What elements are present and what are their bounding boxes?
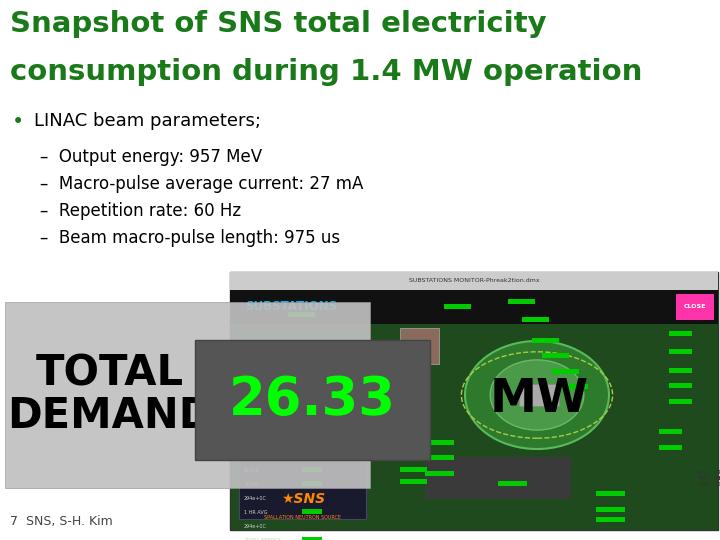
Text: SUBSTATIONS: SUBSTATIONS <box>245 300 337 314</box>
Text: consumption during 1.4 MW operation: consumption during 1.4 MW operation <box>10 58 642 86</box>
Bar <box>659 429 682 434</box>
Bar <box>669 368 692 373</box>
Circle shape <box>490 360 584 430</box>
Text: SUBSTATIONS MONITOR-Phreak2tion.dmx: SUBSTATIONS MONITOR-Phreak2tion.dmx <box>409 279 539 284</box>
Text: –  Output energy: 957 MeV: – Output energy: 957 MeV <box>40 148 262 166</box>
Circle shape <box>465 341 609 449</box>
Text: •: • <box>12 112 24 132</box>
Bar <box>425 441 454 446</box>
Text: SPALLATION NEUTRON SOURCE: SPALLATION NEUTRON SOURCE <box>264 515 341 520</box>
Text: LINAC beam parameters;: LINAC beam parameters; <box>34 112 261 130</box>
Text: CLOSE: CLOSE <box>684 305 706 309</box>
Bar <box>596 491 625 496</box>
Bar <box>552 369 580 374</box>
Text: FLUX
PPE
TOR: FLUX PPE TOR <box>694 470 708 487</box>
Text: 26.33: 26.33 <box>228 374 395 426</box>
Bar <box>596 508 625 512</box>
Bar <box>400 454 428 459</box>
Text: Snapshot of SNS total electricity: Snapshot of SNS total electricity <box>10 10 546 38</box>
Bar <box>239 434 366 519</box>
Bar <box>508 299 536 305</box>
Bar <box>230 272 718 530</box>
Text: –  Repetition rate: 60 Hz: – Repetition rate: 60 Hz <box>40 202 241 220</box>
Bar <box>542 353 570 359</box>
Text: SL-S-B: SL-S-B <box>244 468 260 473</box>
Text: 7  SNS, S-H. Kim: 7 SNS, S-H. Kim <box>10 515 113 528</box>
Text: MW: MW <box>490 377 589 422</box>
Text: 294e+0C: 294e+0C <box>244 496 267 501</box>
Text: SL-S-A: SL-S-A <box>244 454 260 459</box>
Text: ★SNS: ★SNS <box>281 492 325 506</box>
Bar <box>230 290 718 324</box>
Bar <box>317 428 344 433</box>
Text: TOTAL: TOTAL <box>244 482 259 487</box>
Bar <box>302 509 322 514</box>
Bar <box>317 415 344 420</box>
Bar <box>561 384 588 389</box>
Bar <box>400 467 428 472</box>
Text: TOTAL ENERGY: TOTAL ENERGY <box>244 538 281 540</box>
Bar <box>519 384 559 406</box>
Text: SPALLATION
NEUTRON
SOURCE: SPALLATION NEUTRON SOURCE <box>715 470 720 487</box>
Bar <box>288 312 315 318</box>
Bar <box>5 302 370 488</box>
Bar <box>669 383 692 388</box>
Text: 294e+0C: 294e+0C <box>244 524 267 529</box>
Bar <box>425 455 454 460</box>
Bar <box>400 479 428 484</box>
Bar <box>596 517 625 522</box>
Text: –  Beam macro-pulse length: 975 us: – Beam macro-pulse length: 975 us <box>40 229 340 247</box>
Bar <box>400 454 428 459</box>
Bar <box>400 328 439 364</box>
Bar <box>366 435 395 440</box>
Bar <box>425 471 454 476</box>
Bar <box>669 400 692 404</box>
Bar <box>522 317 549 322</box>
Bar <box>302 482 322 487</box>
Bar <box>230 272 718 290</box>
Bar <box>444 304 472 309</box>
Bar <box>676 294 714 320</box>
Bar <box>669 332 692 336</box>
Bar <box>659 446 682 450</box>
Text: SNL SUBSTATION: SNL SUBSTATION <box>244 440 297 445</box>
Bar <box>498 481 527 486</box>
Bar <box>302 454 322 458</box>
Bar <box>302 537 322 540</box>
Bar <box>366 420 395 424</box>
Text: TOTAL
DEMAND: TOTAL DEMAND <box>6 353 213 437</box>
Text: 1 HR AVG: 1 HR AVG <box>244 510 268 515</box>
Text: –  Macro-pulse average current: 27 mA: – Macro-pulse average current: 27 mA <box>40 175 364 193</box>
Bar <box>195 340 430 460</box>
Bar <box>302 468 322 472</box>
Bar <box>400 441 428 446</box>
Bar <box>337 380 391 416</box>
Bar <box>425 457 571 499</box>
Bar <box>532 338 559 343</box>
Bar <box>669 349 692 354</box>
